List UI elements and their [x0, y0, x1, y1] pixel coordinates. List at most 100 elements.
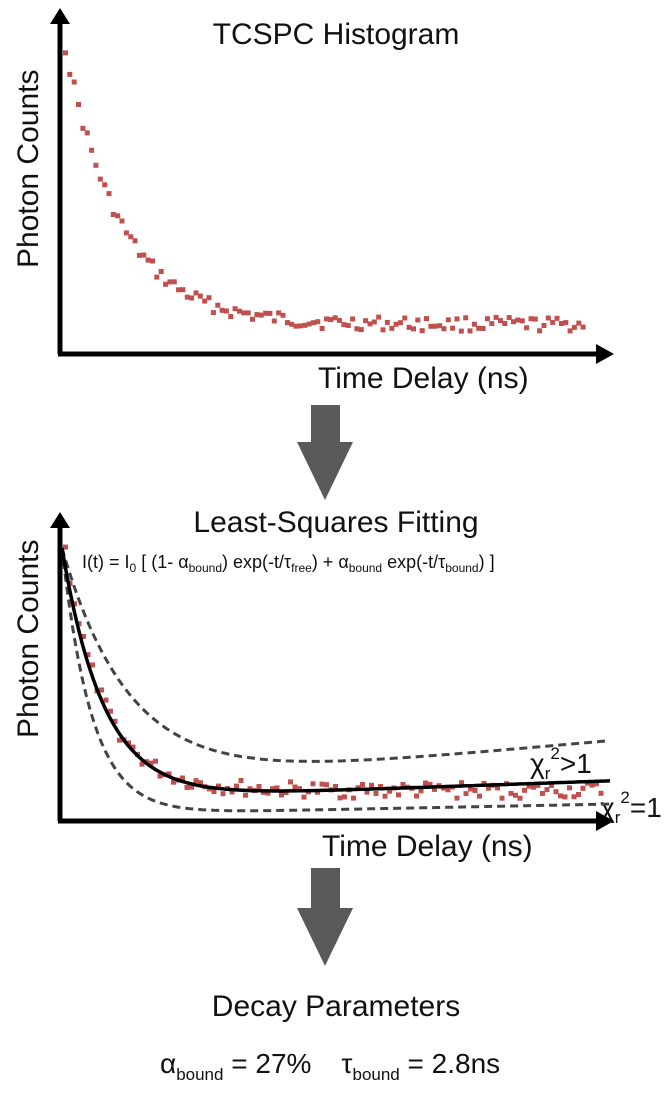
histogram-point	[454, 316, 460, 322]
fitting-point	[117, 737, 122, 743]
histogram-point	[202, 298, 208, 304]
fitting-point	[103, 697, 109, 703]
histogram-data-points	[63, 50, 586, 334]
histogram-point	[515, 317, 521, 323]
histogram-axes	[50, 8, 614, 364]
histogram-point	[419, 328, 425, 334]
flow-arrow-2	[297, 868, 353, 966]
best-fit-curve	[60, 547, 611, 793]
histogram-point	[528, 316, 534, 322]
histogram-point	[502, 321, 508, 326]
fitting-point	[292, 784, 298, 790]
fitting-point	[531, 784, 536, 790]
histogram-point	[232, 306, 238, 312]
fitting-point	[576, 792, 581, 797]
histogram-point	[541, 323, 547, 328]
histogram-point	[102, 182, 108, 188]
histogram-point	[537, 328, 543, 334]
fitting-point	[189, 784, 194, 790]
histogram-point	[371, 319, 377, 325]
fitting-point	[288, 779, 293, 785]
alpha-subscript: bound	[176, 1065, 224, 1084]
fitting-point	[400, 782, 406, 787]
fitting-point	[81, 634, 86, 639]
fitting-point	[562, 794, 568, 800]
histogram-point	[511, 319, 516, 325]
histogram-point	[324, 316, 329, 322]
histogram-point	[337, 317, 342, 323]
fitting-point	[229, 789, 235, 795]
fitting-x-axis-arrowhead	[596, 811, 614, 831]
histogram-point	[67, 71, 73, 77]
histogram-y-axis-arrowhead	[50, 8, 70, 24]
histogram-point	[506, 315, 512, 321]
tau-symbol: τ	[341, 1048, 353, 1079]
fitting-point	[463, 791, 469, 797]
histogram-point	[119, 218, 125, 224]
histogram-point	[498, 318, 503, 324]
histogram-point	[363, 318, 369, 324]
histogram-title: TCSPC Histogram	[212, 18, 460, 51]
histogram-point	[215, 302, 221, 308]
fitting-point	[414, 793, 419, 799]
histogram-point	[471, 321, 477, 327]
histogram-point	[241, 310, 247, 316]
histogram-point	[341, 322, 347, 328]
fitting-point	[211, 789, 217, 794]
fitting-point	[148, 760, 154, 766]
histogram-point	[302, 322, 308, 328]
histogram-point	[319, 326, 325, 331]
histogram-point	[145, 257, 151, 263]
fitting-point	[112, 718, 118, 724]
histogram-point	[293, 323, 299, 329]
histogram-point	[84, 130, 90, 136]
fitting-point	[526, 783, 532, 789]
histogram-point	[167, 279, 173, 285]
fitting-point	[99, 687, 104, 693]
fitting-point	[265, 790, 271, 796]
histogram-point	[254, 312, 260, 318]
fitting-point	[522, 787, 527, 793]
fitting-point	[324, 782, 329, 788]
histogram-point	[310, 320, 316, 326]
fitting-data-points	[63, 544, 604, 801]
histogram-point	[467, 328, 473, 334]
fitting-point	[553, 789, 559, 795]
histogram-point	[136, 252, 142, 258]
histogram-point	[428, 323, 434, 329]
tau-subscript: bound	[352, 1065, 400, 1084]
decay-parameters-title: Decay Parameters	[211, 990, 461, 1023]
fitting-point	[274, 785, 280, 791]
fitting-point	[256, 784, 262, 789]
histogram-point	[519, 318, 525, 324]
histogram-point	[197, 293, 203, 299]
histogram-point	[189, 295, 195, 301]
fitting-point	[364, 789, 370, 795]
histogram-point	[315, 319, 321, 325]
fitting-point	[76, 621, 82, 627]
fitting-point	[382, 793, 388, 799]
histogram-point	[141, 252, 147, 258]
alpha-symbol: α	[160, 1048, 177, 1079]
fitting-point	[171, 779, 176, 785]
fitting-point	[180, 775, 185, 781]
histogram-point	[289, 321, 295, 327]
histogram-point	[480, 326, 486, 331]
histogram-point	[545, 315, 551, 321]
histogram-point	[393, 321, 399, 327]
histogram-point	[389, 325, 395, 331]
histogram-point	[306, 321, 312, 327]
fitting-point	[472, 788, 478, 793]
fitting-point	[337, 795, 343, 801]
fitting-point	[373, 791, 379, 796]
histogram-point	[280, 312, 286, 318]
histogram-point	[258, 312, 264, 318]
fitting-point	[360, 782, 365, 787]
fitting-point	[423, 780, 428, 786]
fitting-point	[184, 784, 190, 790]
histogram-point	[228, 314, 234, 319]
fitting-point	[477, 793, 482, 799]
histogram-point	[245, 310, 251, 316]
histogram-point	[184, 294, 190, 300]
